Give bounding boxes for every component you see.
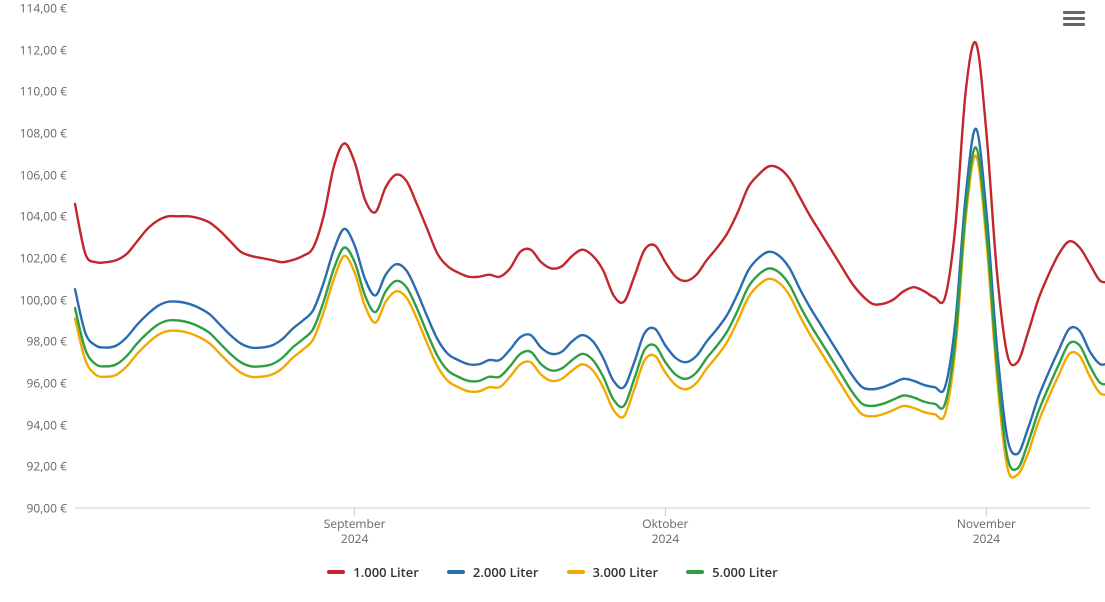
legend-swatch bbox=[567, 570, 585, 574]
y-tick-label: 110,00 € bbox=[20, 83, 67, 100]
y-tick-label: 108,00 € bbox=[20, 125, 67, 142]
y-tick-label: 100,00 € bbox=[20, 291, 67, 308]
x-tick-label: September2024 bbox=[324, 516, 386, 546]
legend-swatch bbox=[327, 570, 345, 574]
y-tick-label: 96,00 € bbox=[26, 375, 67, 392]
x-tick-label: Oktober2024 bbox=[642, 516, 688, 546]
legend-label: 3.000 Liter bbox=[593, 563, 659, 581]
legend-label: 1.000 Liter bbox=[353, 563, 419, 581]
series-line bbox=[75, 156, 1105, 478]
y-tick-label: 94,00 € bbox=[26, 416, 67, 433]
plot-svg bbox=[75, 8, 1090, 508]
plot-area bbox=[75, 8, 1090, 508]
y-tick-label: 92,00 € bbox=[26, 458, 67, 475]
legend-label: 5.000 Liter bbox=[712, 563, 778, 581]
x-tick-label: November2024 bbox=[957, 516, 1016, 546]
legend-swatch bbox=[447, 570, 465, 574]
price-chart: 90,00 € 92,00 € 94,00 € 96,00 € 98,00 € 100,0… bbox=[0, 0, 1105, 602]
y-tick-label: 90,00 € bbox=[26, 500, 67, 517]
legend-item[interactable]: 5.000 Liter bbox=[686, 563, 778, 581]
legend: 1.000 Liter 2.000 Liter 3.000 Liter 5.000 L… bbox=[0, 560, 1105, 581]
y-tick-label: 114,00 € bbox=[20, 0, 67, 17]
y-tick-label: 104,00 € bbox=[20, 208, 67, 225]
legend-item[interactable]: 2.000 Liter bbox=[447, 563, 539, 581]
legend-item[interactable]: 3.000 Liter bbox=[567, 563, 659, 581]
series-line bbox=[75, 129, 1105, 455]
legend-item[interactable]: 1.000 Liter bbox=[327, 563, 419, 581]
y-tick-label: 106,00 € bbox=[20, 166, 67, 183]
legend-label: 2.000 Liter bbox=[473, 563, 539, 581]
series-line bbox=[75, 42, 1105, 365]
y-tick-label: 102,00 € bbox=[20, 250, 67, 267]
y-tick-label: 98,00 € bbox=[26, 333, 67, 350]
y-tick-label: 112,00 € bbox=[20, 41, 67, 58]
series-line bbox=[75, 147, 1105, 470]
legend-swatch bbox=[686, 570, 704, 574]
